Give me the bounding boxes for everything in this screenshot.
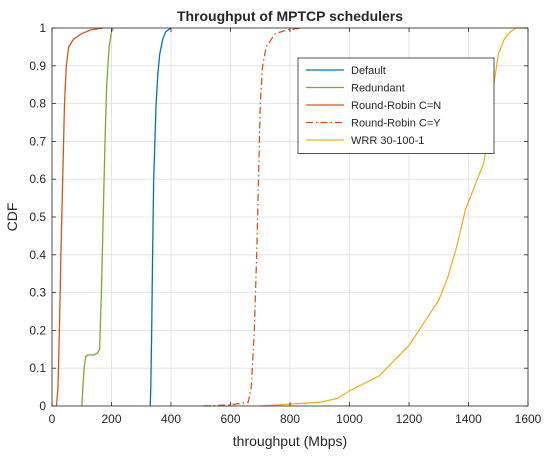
x-tick-label: 1200 xyxy=(396,412,423,426)
y-tick-label: 0.2 xyxy=(29,323,46,337)
y-tick-label: 0.8 xyxy=(29,97,46,111)
y-tick-label: 0.1 xyxy=(29,361,46,375)
legend-entry: Round-Robin C=Y xyxy=(351,118,441,130)
y-tick-label: 0.4 xyxy=(29,248,46,262)
y-axis-label: CDF xyxy=(4,203,20,232)
y-tick-label: 0.7 xyxy=(29,134,46,148)
y-tick-label: 1 xyxy=(39,21,46,35)
x-tick-label: 1000 xyxy=(336,412,363,426)
x-tick-label: 800 xyxy=(280,412,300,426)
legend-entry: WRR 30-100-1 xyxy=(351,135,424,147)
y-tick-label: 0.5 xyxy=(29,210,46,224)
y-tick-label: 0.9 xyxy=(29,59,46,73)
x-tick-label: 400 xyxy=(161,412,181,426)
x-axis-label: throughput (Mbps) xyxy=(233,433,347,449)
series-line-wrr-30-100-1 xyxy=(260,27,528,407)
x-tick-label: 600 xyxy=(220,412,240,426)
axis-ticks: 0 200 400 600 800 1000 1200 1400 1600 0 0.1 0.2 0.3 0… xyxy=(29,21,541,426)
x-tick-label: 1600 xyxy=(515,412,542,426)
x-tick-label: 0 xyxy=(49,412,56,426)
legend-entry: Round-Robin C=N xyxy=(351,100,441,112)
series-line-round-robin-c-n xyxy=(55,27,103,407)
y-tick-label: 0.3 xyxy=(29,286,46,300)
series-line-round-robin-c-y xyxy=(203,27,302,407)
legend-entry: Redundant xyxy=(351,83,405,95)
legend-entry: Default xyxy=(351,65,386,77)
legend-box xyxy=(297,57,495,154)
y-tick-label: 0.6 xyxy=(29,172,46,186)
legend: Default Redundant Round-Robin C=N Round-Rob… xyxy=(297,57,495,154)
chart-title: Throughput of MPTCP schedulers xyxy=(177,8,403,24)
series-lines xyxy=(55,27,528,407)
x-tick-label: 1400 xyxy=(455,412,482,426)
x-tick-label: 200 xyxy=(101,412,121,426)
series-line-redundant xyxy=(81,27,114,407)
y-tick-label: 0 xyxy=(39,399,46,413)
series-line-default xyxy=(149,27,172,407)
